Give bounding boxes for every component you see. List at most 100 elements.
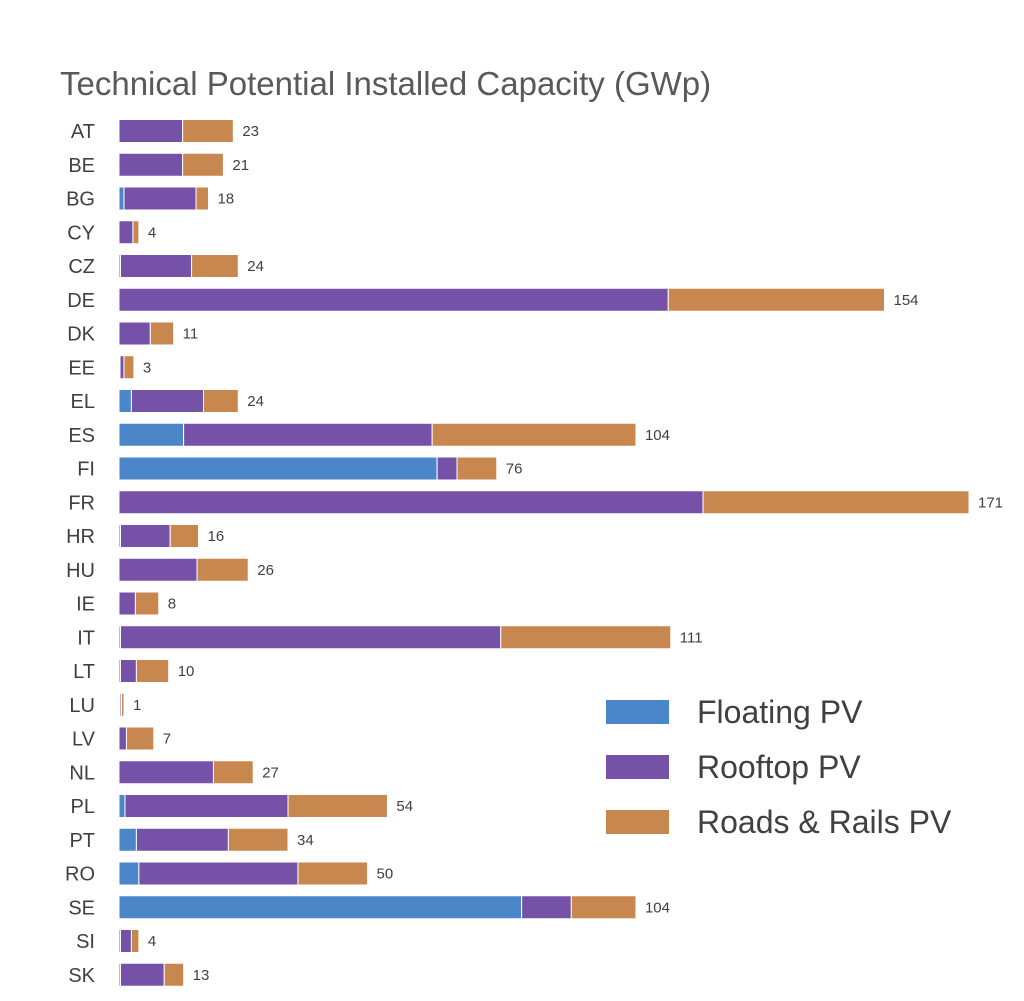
bar-lv-rooftop-pv	[118, 726, 127, 751]
total-label-nl: 27	[262, 764, 279, 781]
bar-es-rooftop-pv	[183, 422, 433, 447]
category-label-de: DE	[67, 290, 95, 312]
bar-ie-rooftop-pv	[118, 591, 136, 616]
total-label-lv: 7	[163, 731, 171, 748]
bar-lt-roads-rails-pv	[135, 659, 170, 683]
bar-sk-rooftop-pv	[119, 962, 165, 987]
total-label-lu: 1	[133, 697, 141, 714]
total-label-dk: 11	[183, 326, 199, 343]
total-label-hr: 16	[208, 528, 225, 545]
bar-ee-roads-rails-pv	[123, 355, 135, 380]
total-label-cy: 4	[148, 224, 156, 241]
category-label-ie: IE	[76, 594, 95, 616]
total-labels: 23 21 18 4 24 154 11 3 24 104 76 171 16 26 8 111 10 1 7 27 5…	[133, 123, 1003, 984]
bar-cy-roads-rails-pv	[132, 220, 140, 245]
legend-label-floating-pv: Floating PV	[697, 694, 863, 730]
total-label-se: 104	[645, 899, 670, 916]
total-label-pt: 34	[297, 832, 314, 849]
bar-it-rooftop-pv	[119, 625, 502, 650]
bar-el-rooftop-pv	[130, 389, 205, 413]
bar-pt-rooftop-pv	[135, 827, 229, 852]
bar-lu-roads-rails-pv	[120, 692, 125, 717]
bar-nl-rooftop-pv	[118, 760, 214, 785]
total-label-fi: 76	[506, 461, 523, 478]
bar-pt-roads-rails-pv	[227, 827, 289, 852]
bar-fr-roads-rails-pv	[702, 490, 970, 515]
total-label-si: 4	[148, 933, 156, 950]
bar-dk-rooftop-pv	[118, 321, 151, 346]
bar-se-rooftop-pv	[521, 895, 572, 920]
bar-ie-roads-rails-pv	[134, 591, 160, 616]
bar-pt-floating-pv	[118, 827, 137, 852]
bar-fi-roads-rails-pv	[456, 456, 498, 481]
bar-bg-rooftop-pv	[123, 186, 197, 211]
bar-be-roads-rails-pv	[182, 152, 224, 177]
bar-el-floating-pv	[118, 389, 132, 413]
total-label-pl: 54	[396, 798, 413, 815]
bar-lv-roads-rails-pv	[125, 726, 155, 751]
total-label-hu: 26	[257, 562, 274, 579]
category-label-si: SI	[76, 931, 95, 953]
category-label-at: AT	[71, 121, 95, 143]
total-label-ro: 50	[377, 866, 394, 883]
bar-se-roads-rails-pv	[570, 895, 637, 920]
legend-label-roads-rails-pv: Roads & Rails PV	[697, 804, 952, 840]
bar-ro-floating-pv	[118, 861, 140, 886]
bar-at-rooftop-pv	[118, 119, 184, 143]
bar-bg-floating-pv	[118, 186, 125, 211]
total-label-cz: 24	[247, 258, 264, 275]
bars-group	[118, 119, 970, 987]
category-label-pt: PT	[69, 830, 95, 852]
total-label-it: 111	[680, 629, 703, 646]
total-label-at: 23	[242, 123, 259, 140]
bar-el-roads-rails-pv	[203, 389, 239, 413]
bar-it-roads-rails-pv	[500, 625, 672, 650]
bar-de-roads-rails-pv	[667, 287, 885, 312]
bar-es-roads-rails-pv	[431, 422, 637, 447]
bar-dk-roads-rails-pv	[149, 321, 175, 346]
chart-title: Technical Potential Installed Capacity (…	[60, 65, 711, 102]
bar-fi-rooftop-pv	[436, 456, 458, 481]
bar-de-rooftop-pv	[118, 287, 669, 312]
total-label-sk: 13	[193, 967, 210, 984]
category-label-nl: NL	[69, 762, 95, 784]
bar-fi-floating-pv	[118, 456, 438, 481]
bar-hr-rooftop-pv	[119, 524, 171, 548]
category-label-dk: DK	[67, 324, 95, 346]
bar-si-roads-rails-pv	[130, 929, 140, 953]
bar-fr-rooftop-pv	[118, 490, 704, 515]
legend-label-rooftop-pv: Rooftop PV	[697, 749, 861, 785]
bar-ro-rooftop-pv	[138, 861, 299, 886]
category-label-it: IT	[77, 627, 95, 649]
legend: Floating PV Rooftop PV Roads & Rails PV	[606, 694, 952, 840]
category-label-be: BE	[68, 155, 95, 177]
category-label-bg: BG	[66, 189, 95, 211]
bar-ee-rooftop-pv	[119, 355, 125, 380]
total-label-es: 104	[645, 427, 670, 444]
bar-be-rooftop-pv	[118, 152, 184, 177]
bar-es-floating-pv	[118, 422, 185, 447]
category-label-lv: LV	[72, 729, 96, 751]
bar-hu-rooftop-pv	[118, 557, 198, 582]
bar-cy-rooftop-pv	[118, 220, 134, 245]
bar-bg-roads-rails-pv	[195, 186, 209, 211]
category-label-cz: CZ	[68, 256, 95, 278]
bar-lt-rooftop-pv	[119, 659, 137, 683]
bar-si-rooftop-pv	[119, 929, 132, 953]
bar-ro-roads-rails-pv	[297, 861, 369, 886]
bar-se-floating-pv	[118, 895, 523, 920]
bar-at-roads-rails-pv	[182, 119, 234, 143]
total-label-de: 154	[893, 292, 918, 309]
bar-nl-roads-rails-pv	[212, 760, 254, 785]
total-label-bg: 18	[217, 191, 234, 208]
category-label-sk: SK	[68, 965, 95, 987]
total-label-be: 21	[232, 157, 249, 174]
category-labels: AT BE BG CY CZ DE DK EE EL ES FI FR HR HU IE IT LT LU LV NL…	[65, 121, 96, 987]
bar-pl-floating-pv	[118, 794, 126, 818]
category-label-ro: RO	[65, 864, 95, 886]
category-label-pl: PL	[71, 796, 95, 818]
legend-swatch-rooftop-pv	[606, 755, 669, 779]
category-label-fr: FR	[68, 492, 95, 514]
bar-cz-roads-rails-pv	[191, 254, 239, 278]
